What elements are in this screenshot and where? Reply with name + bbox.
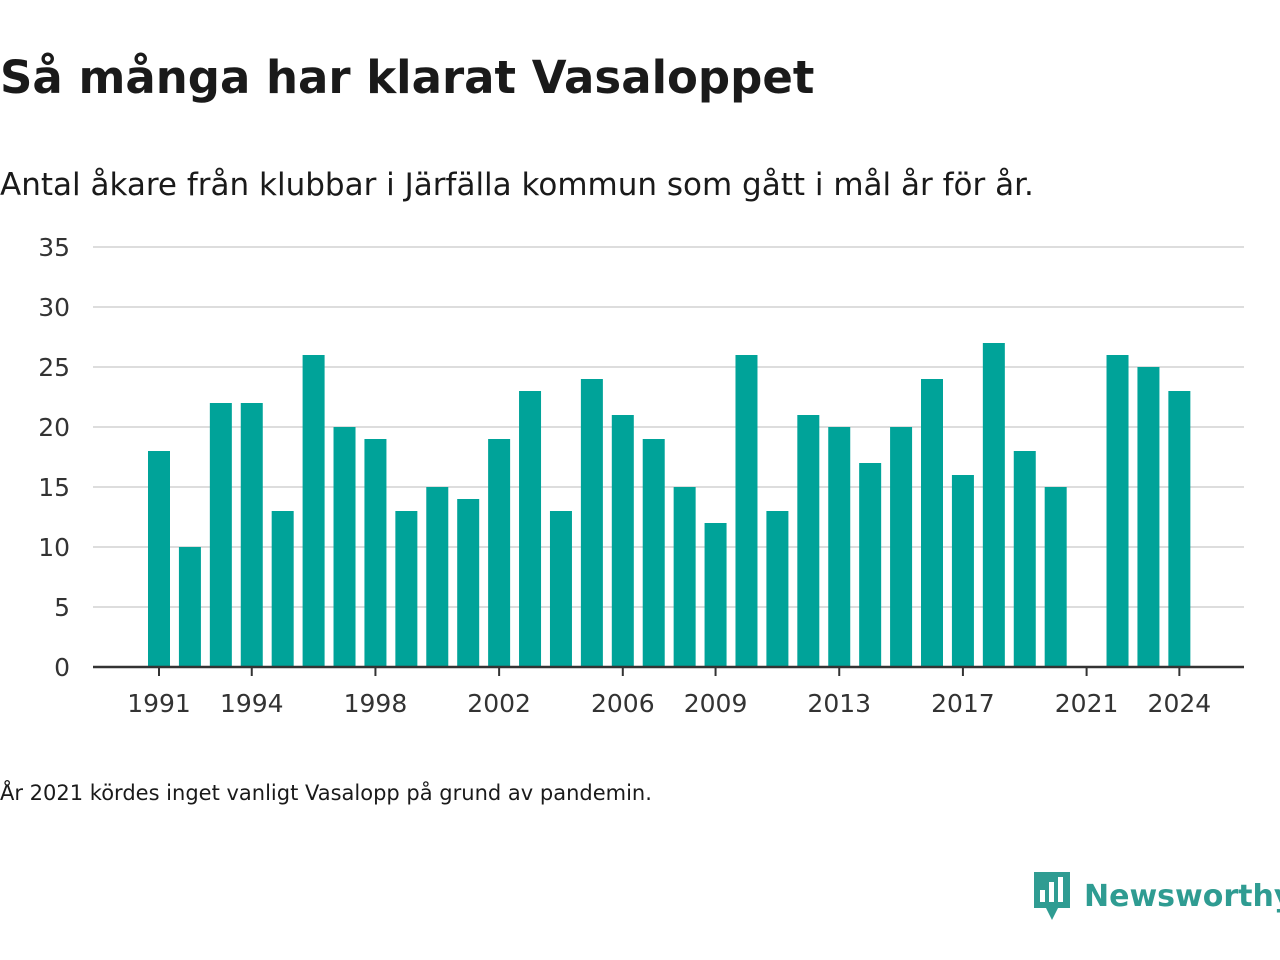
bar-1997	[333, 427, 356, 667]
x-tick-label-1998: 1998	[344, 689, 408, 718]
bar-1991	[148, 451, 170, 667]
bar-2020	[1044, 487, 1067, 667]
bar-2004	[549, 511, 572, 667]
brand-name: Newsworthy	[1084, 878, 1280, 914]
x-tick-label-1991: 1991	[127, 689, 191, 718]
newsworthy-logo-icon	[1034, 872, 1070, 920]
grid-lines	[93, 246, 1244, 608]
bar-2012	[797, 415, 820, 667]
y-tick-label-0: 0	[54, 653, 70, 682]
bar-2019	[1013, 451, 1036, 667]
x-tick-label-2024: 2024	[1148, 689, 1212, 718]
brand-logo: Newsworthy	[1032, 868, 1280, 924]
x-tick-label-1994: 1994	[220, 689, 284, 718]
bar-1995	[271, 511, 294, 667]
bar-2009	[704, 523, 727, 667]
bar-1994	[240, 403, 263, 667]
bar-2016	[921, 379, 943, 667]
bar-2006	[611, 415, 634, 667]
bar-2014	[859, 463, 882, 667]
bar-2015	[890, 427, 913, 667]
y-tick-label-25: 25	[38, 353, 70, 382]
bar-2008	[673, 487, 696, 667]
y-tick-label-10: 10	[38, 533, 70, 562]
y-tick-label-20: 20	[38, 413, 70, 442]
x-tick-label-2013: 2013	[807, 689, 871, 718]
bar-2007	[642, 439, 665, 667]
bar-2023	[1137, 367, 1160, 667]
bar-1999	[395, 511, 418, 667]
footnote: År 2021 kördes inget vanligt Vasalopp på…	[0, 781, 652, 805]
bar-2000	[426, 487, 449, 667]
bar-1996	[302, 355, 325, 667]
x-tick-label-2017: 2017	[931, 689, 995, 718]
bars	[148, 343, 1191, 667]
chart-title: Så många har klarat Vasaloppet	[0, 51, 815, 104]
bar-2001	[457, 499, 480, 667]
bar-2010	[735, 355, 758, 667]
y-tick-label-15: 15	[38, 473, 70, 502]
bar-2017	[951, 475, 974, 667]
bar-2005	[580, 379, 603, 667]
x-tick-label-2006: 2006	[591, 689, 655, 718]
bar-1993	[209, 403, 232, 667]
bar-2011	[766, 511, 789, 667]
bar-2013	[828, 427, 851, 667]
bar-2018	[982, 343, 1005, 667]
bar-chart: 0 5 10 15 20 25 30 35 1991 1994 1998 2002 2006 2009 20…	[38, 233, 1244, 718]
y-tick-label-35: 35	[38, 233, 70, 262]
bar-2024	[1168, 391, 1191, 667]
bar-2003	[519, 391, 542, 667]
bar-1992	[178, 547, 201, 667]
chart-subtitle: Antal åkare från klubbar i Järfälla komm…	[0, 167, 1034, 203]
x-tick-label-2021: 2021	[1055, 689, 1119, 718]
x-tick-label-2002: 2002	[467, 689, 531, 718]
axes: 0 5 10 15 20 25 30 35 1991 1994 1998 2002 2006 2009 20…	[38, 233, 1244, 718]
bar-2022	[1106, 355, 1129, 667]
bar-2002	[488, 439, 511, 667]
x-tick-label-2009: 2009	[684, 689, 748, 718]
y-tick-label-30: 30	[38, 293, 70, 322]
bar-1998	[364, 439, 387, 667]
y-tick-label-5: 5	[54, 593, 70, 622]
